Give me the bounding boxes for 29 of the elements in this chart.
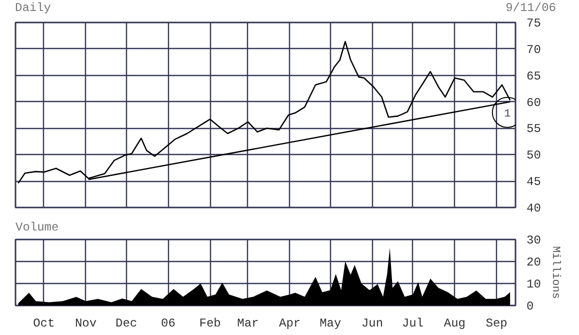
y2-axis-title: Millions [548,246,561,299]
y-tick-label: 75 [526,16,541,30]
x-tick-label: Aug [444,316,466,330]
chart-title: Volume [16,220,59,234]
y-tick-label: 20 [526,256,541,270]
y-tick-label: 40 [526,202,541,216]
y-tick-label: 45 [526,175,541,190]
x-tick-label: May [320,316,342,330]
y-tick-label: 70 [526,42,541,57]
y-tick-label: 60 [526,96,541,110]
x-tick-label: Sep [486,316,508,330]
y-tick-label: 30 [526,234,541,248]
x-tick-label: 06 [161,316,176,330]
x-tick-label: Jul [402,316,424,330]
x-tick-label: Jun [361,316,384,330]
x-tick-label: Dec [116,316,138,330]
x-tick-label: Feb [199,316,221,330]
text: 9/11/06 [506,0,556,17]
y-tick-label: 0 [526,300,534,314]
x-tick-label: Apr [279,316,301,330]
y-tick-label: 50 [526,148,541,163]
x-tick-label: Nov [74,316,97,330]
annotation: 1 [504,108,512,120]
y-tick-label: 55 [526,122,541,136]
x-tick-label: Mar [237,316,259,330]
chart-title: Daily [15,0,52,17]
y-tick-label: 10 [526,278,541,292]
x-tick-label: Oct [33,316,55,330]
y-tick-label: 65 [526,69,541,84]
